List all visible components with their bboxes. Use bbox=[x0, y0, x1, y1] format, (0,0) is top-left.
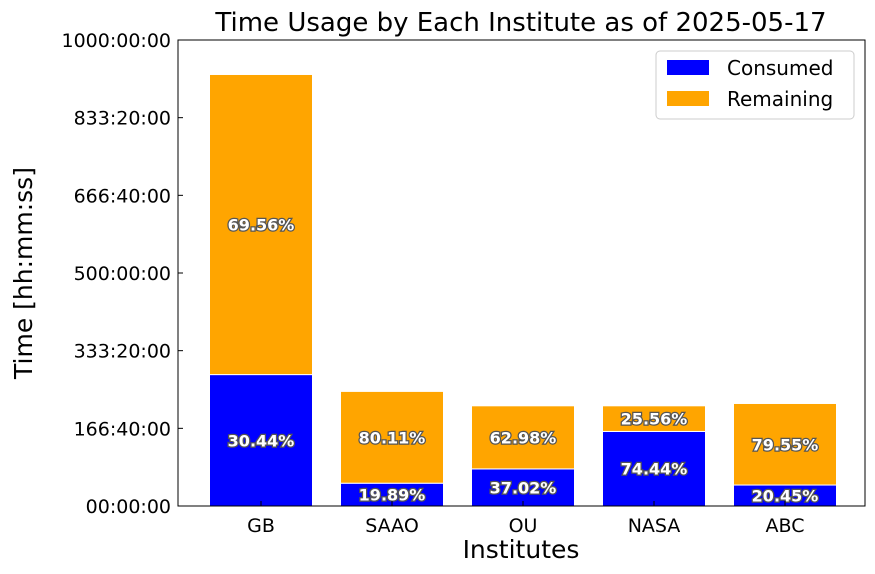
legend-swatch-remaining bbox=[667, 91, 709, 106]
y-tick-label: 833:20:00 bbox=[74, 108, 171, 130]
legend-label-consumed: Consumed bbox=[727, 56, 833, 80]
bar-remaining-gb bbox=[209, 73, 313, 376]
x-tick-label: SAAO bbox=[365, 515, 419, 537]
bar-label-consumed-saao: 19.89% bbox=[359, 486, 426, 505]
x-tick-label: NASA bbox=[628, 515, 681, 537]
bar-label-remaining-saao: 80.11% bbox=[359, 428, 426, 447]
chart-title: Time Usage by Each Institute as of 2025-… bbox=[214, 8, 826, 38]
bar-label-remaining-ou: 62.98% bbox=[490, 428, 557, 447]
bar-label-remaining-nasa: 25.56% bbox=[621, 410, 688, 429]
y-tick-label: 666:40:00 bbox=[74, 185, 171, 207]
bar-label-consumed-nasa: 74.44% bbox=[621, 460, 688, 479]
bar-remaining-nasa bbox=[602, 405, 706, 432]
x-tick-label: ABC bbox=[766, 515, 805, 537]
legend: Consumed Remaining bbox=[655, 50, 855, 120]
legend-label-remaining: Remaining bbox=[727, 87, 833, 111]
bar-remaining-ou bbox=[471, 405, 575, 470]
y-tick-label: 500:00:00 bbox=[74, 263, 171, 285]
bar-remaining-saao bbox=[340, 390, 444, 484]
bar-label-remaining-abc: 79.55% bbox=[752, 435, 819, 454]
y-tick-label: 00:00:00 bbox=[86, 496, 171, 518]
x-axis-label: Institutes bbox=[463, 535, 580, 564]
bar-label-consumed-abc: 20.45% bbox=[752, 487, 819, 506]
y-axis-label: Time [hh:mm:ss] bbox=[9, 167, 38, 380]
x-tick-label: GB bbox=[247, 515, 275, 537]
plot-frame bbox=[177, 39, 866, 507]
bar-consumed-nasa bbox=[602, 430, 706, 507]
y-tick-label: 1000:00:00 bbox=[61, 30, 171, 52]
bar-remaining-abc bbox=[733, 402, 837, 486]
bar-label-remaining-gb: 69.56% bbox=[228, 216, 295, 235]
y-tick-label: 333:20:00 bbox=[74, 341, 171, 363]
y-tick-label: 166:40:00 bbox=[74, 418, 171, 440]
bar-label-consumed-ou: 37.02% bbox=[490, 478, 557, 497]
bar-consumed-ou bbox=[471, 468, 575, 507]
x-tick-label: OU bbox=[509, 515, 538, 537]
bar-label-consumed-gb: 30.44% bbox=[228, 431, 295, 450]
legend-swatch-consumed bbox=[667, 60, 709, 75]
